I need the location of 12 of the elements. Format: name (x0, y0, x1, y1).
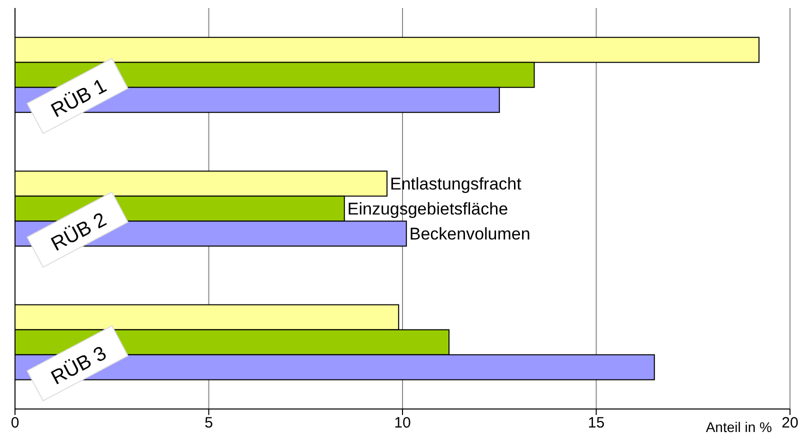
x-tick-label: 5 (204, 414, 213, 432)
y-tick-label: RÜB 2 (48, 208, 110, 256)
series-label: Beckenvolumen (409, 224, 530, 244)
series-label: Einzugsgebietsfläche (347, 200, 508, 219)
series-label: Entlastungsfracht (390, 174, 522, 194)
x-tick-label: 0 (10, 414, 20, 432)
x-axis-title: Anteil in % (706, 419, 772, 435)
y-tick-label: RÜB 3 (48, 342, 110, 390)
x-tick-label: 15 (588, 414, 605, 432)
x-tick-label: 10 (394, 414, 411, 432)
x-tick-label: 20 (782, 414, 798, 432)
y-tick-label: RÜB 1 (48, 75, 110, 122)
